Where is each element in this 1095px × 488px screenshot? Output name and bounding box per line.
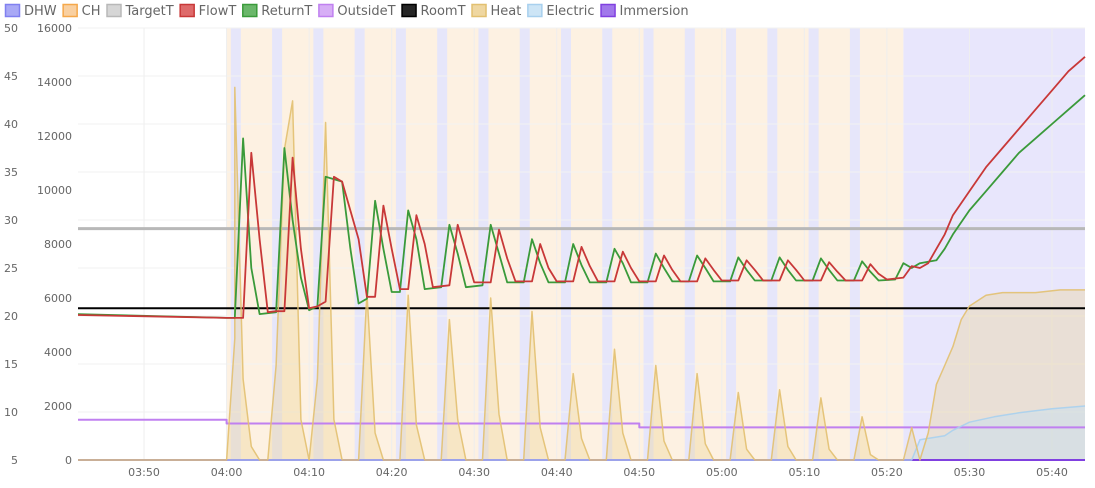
y-left-tick-label: 10 (4, 406, 18, 419)
legend-swatch (4, 3, 21, 18)
y-left-tick-label: 30 (4, 214, 18, 227)
x-tick-label: 05:30 (954, 466, 986, 479)
y-left-tick-label: 15 (4, 358, 18, 371)
series-fills (78, 87, 1085, 461)
y-right-tick-label: 0 (65, 454, 72, 467)
series-returnt (77, 94, 1086, 319)
legend-item-electric: Electric (527, 3, 595, 19)
legend-label: Electric (546, 4, 594, 19)
x-tick-label: 05:10 (789, 466, 821, 479)
legend-swatch (62, 3, 78, 18)
band-dhw-blip (602, 28, 613, 460)
x-tick-label: 05:20 (871, 466, 903, 479)
legend-swatch (471, 3, 487, 18)
x-tick-label: 03:50 (128, 466, 160, 479)
band-dhw-blip (272, 28, 283, 460)
legend-swatch (106, 3, 122, 18)
legend-label: OutsideT (337, 4, 395, 19)
legend-label: FlowT (199, 4, 237, 19)
legend-label: CH (82, 4, 101, 19)
legend-label: Immersion (620, 4, 689, 19)
x-tick-label: 04:50 (623, 466, 655, 479)
legend-item-flowt: FlowT (179, 3, 237, 19)
mode-bands (226, 28, 1085, 460)
y-left-tick-label: 25 (4, 262, 18, 275)
legend-item-immersion: Immersion (600, 3, 689, 19)
legend-label: Heat (491, 4, 522, 19)
band-dhw-blip (230, 28, 241, 460)
legend-swatch (242, 3, 258, 18)
y-left-tick-label: 20 (4, 310, 18, 323)
y-right-tick-label: 6000 (44, 292, 72, 305)
y-left-tick-label: 35 (4, 166, 18, 179)
series-outsidet (78, 418, 1085, 429)
legend-item-heat: Heat (471, 3, 522, 19)
legend-swatch (318, 3, 334, 18)
y-left-tick-label: 40 (4, 118, 18, 131)
y-right-tick-label: 14000 (37, 76, 72, 89)
legend-item-returnt: ReturnT (242, 3, 312, 19)
legend-label: TargetT (125, 4, 174, 19)
axes: 5 10 15 20 25 30 35 40 45 50 0 2000 4000 6000 8000 1000… (4, 22, 1068, 479)
band-dhw-blip (767, 28, 778, 460)
band-dhw-blip (643, 28, 654, 460)
legend-item-ch: CH (62, 3, 101, 19)
legend-item-roomt: RoomT (401, 3, 466, 19)
legend-label: DHW (24, 4, 57, 19)
band-dhw-blip (726, 28, 737, 460)
series-lines (77, 56, 1086, 461)
band-dhw (903, 28, 1085, 460)
y-right-tick-label: 2000 (44, 400, 72, 413)
band-dhw-blip (313, 28, 324, 460)
y-right-tick-label: 8000 (44, 238, 72, 251)
band-dhw-blip (560, 28, 571, 460)
x-tick-label: 04:20 (376, 466, 408, 479)
legend-swatch (401, 3, 417, 18)
x-tick-label: 04:00 (211, 466, 243, 479)
band-dhw-blip (478, 28, 489, 460)
y-left-tick-label: 50 (4, 22, 18, 35)
legend-item-dhw: DHW (4, 3, 57, 19)
band-dhw-blip (437, 28, 448, 460)
x-tick-label: 04:30 (458, 466, 490, 479)
band-dhw-blip (849, 28, 860, 460)
legend-label: RoomT (421, 4, 466, 19)
legend-item-targett: TargetT (106, 3, 174, 19)
legend-swatch (179, 3, 195, 18)
band-dhw-blip (519, 28, 530, 460)
legend-swatch (527, 3, 543, 18)
y-left-tick-label: 45 (4, 70, 18, 83)
x-tick-label: 05:40 (1036, 466, 1068, 479)
band-dhw-blip (808, 28, 819, 460)
x-tick-label: 04:40 (541, 466, 573, 479)
y-right-tick-label: 16000 (37, 22, 72, 35)
fill-electric (78, 406, 1085, 460)
y-right-tick-label: 10000 (37, 184, 72, 197)
x-tick-label: 05:00 (706, 466, 738, 479)
y-right-tick-label: 4000 (44, 346, 72, 359)
band-dhw-blip (684, 28, 695, 460)
legend-label: ReturnT (261, 4, 312, 19)
y-left-tick-label: 5 (11, 454, 18, 467)
band-dhw-blip (395, 28, 406, 460)
x-tick-label: 04:10 (293, 466, 325, 479)
fill-heat (78, 87, 1085, 461)
y-right-tick-label: 12000 (37, 130, 72, 143)
series-flowt (77, 56, 1086, 319)
legend-swatch (600, 3, 616, 18)
legend-item-outsidet: OutsideT (318, 3, 396, 19)
legend: DHW CH TargetT FlowT ReturnT OutsideT RoomT Hea… (4, 3, 689, 19)
